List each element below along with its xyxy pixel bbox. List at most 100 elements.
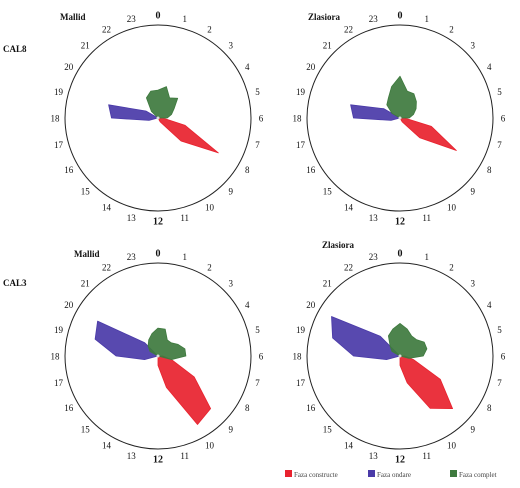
hour-tick-label: 9 [471,424,476,434]
hour-tick-label: 23 [369,14,379,24]
hour-tick-label: 6 [501,114,506,124]
hour-tick-label: 10 [205,203,215,213]
hour-tick-label: 4 [487,300,492,310]
hour-tick-label: 11 [180,213,189,223]
series-1-area [331,316,401,361]
hour-tick-label: 6 [501,352,506,362]
hour-tick-label: 0 [156,11,161,22]
radar-outer-circle [64,24,252,212]
hour-tick-label: 18 [51,352,61,362]
radar-outer-circle [64,262,252,450]
hour-tick-label: 23 [127,252,137,262]
radar-center [398,354,402,358]
hour-tick-label: 21 [81,279,90,289]
hour-tick-label: 14 [102,203,112,213]
radar-center [156,354,160,358]
hour-tick-label: 7 [497,140,502,150]
panel-title: Mallid [60,12,86,22]
series-0-area [157,355,212,425]
series-1-area [108,104,159,121]
hour-tick-label: 23 [127,14,137,24]
hour-tick-label: 20 [64,300,74,310]
hour-tick-label: 7 [255,140,260,150]
hour-tick-label: 9 [471,186,476,196]
hour-tick-label: 14 [344,441,354,451]
hour-tick-label: 15 [81,424,91,434]
hour-tick-label: 22 [102,262,111,272]
row-label-cal3: CAL3 [3,278,27,288]
hour-tick-label: 1 [182,14,187,24]
hour-tick-label: 21 [323,41,332,51]
hour-tick-label: 8 [487,165,492,175]
hour-tick-label: 12 [153,455,163,466]
hour-tick-label: 5 [255,87,260,97]
hour-tick-label: 22 [102,24,111,34]
hour-tick-label: 13 [369,451,379,461]
hour-tick-label: 2 [449,262,454,272]
legend-label-1: Faza ondare [377,471,411,479]
series-0-area [157,117,219,154]
hour-tick-label: 22 [344,24,353,34]
radar-outer-circle [306,24,494,212]
radar-center [156,116,160,120]
radar-panel-1: Zlasiora 0 1234567891011121314151617181920… [293,11,506,228]
legend-swatch-0 [285,470,292,477]
hour-tick-label: 13 [127,451,137,461]
hour-tick-label: 17 [54,140,64,150]
series-0-area [399,117,457,151]
hour-tick-label: 3 [471,279,476,289]
hour-tick-label: 20 [306,62,316,72]
hour-tick-label: 5 [255,325,260,335]
hour-tick-label: 7 [497,378,502,388]
hour-tick-label: 15 [81,186,91,196]
hour-tick-label: 4 [487,62,492,72]
radar-panel-0: Mallid 0 123456789101112131415161718192021… [51,11,264,228]
hour-tick-label: 5 [497,325,502,335]
hour-tick-label: 22 [344,262,353,272]
hour-tick-label: 15 [323,424,333,434]
hour-tick-label: 15 [323,186,333,196]
hour-tick-label: 9 [229,424,234,434]
legend-swatch-1 [368,470,375,477]
legend-label-0: Faza constructe [294,471,338,479]
hour-tick-label: 16 [64,403,74,413]
hour-tick-label: 19 [54,87,64,97]
hour-tick-label: 2 [207,24,212,34]
hour-tick-label: 12 [395,455,405,466]
hour-tick-label: 17 [54,378,64,388]
hour-tick-label: 0 [398,249,403,260]
panel-title: Mallid [74,249,100,259]
hour-tick-label: 12 [395,217,405,228]
hour-tick-label: 21 [323,279,332,289]
hour-tick-label: 8 [245,403,250,413]
hour-tick-label: 10 [447,441,457,451]
series-1-area [350,104,401,121]
hour-tick-label: 23 [369,252,379,262]
hour-tick-label: 9 [229,186,234,196]
hour-tick-label: 3 [471,41,476,51]
hour-tick-label: 2 [449,24,454,34]
hour-tick-label: 2 [207,262,212,272]
hour-tick-label: 4 [245,300,250,310]
hour-tick-label: 6 [259,114,264,124]
hour-tick-label: 3 [229,279,234,289]
panel-title: Zlasiora [322,240,355,250]
hour-tick-label: 19 [296,87,306,97]
row-label-cal8: CAL8 [3,44,27,54]
hour-tick-label: 17 [296,378,306,388]
hour-tick-label: 20 [306,300,316,310]
hour-tick-label: 3 [229,41,234,51]
hour-tick-label: 10 [205,441,215,451]
hour-tick-label: 1 [424,14,429,24]
hour-tick-label: 13 [127,213,137,223]
legend: Faza constructe Faza ondare Faza complet [285,470,497,479]
series-2-area [147,327,187,361]
hour-tick-label: 14 [102,441,112,451]
hour-tick-label: 11 [180,451,189,461]
hour-tick-label: 4 [245,62,250,72]
hour-tick-label: 5 [497,87,502,97]
hour-tick-label: 17 [296,140,306,150]
legend-label-2: Faza complet [459,471,497,479]
